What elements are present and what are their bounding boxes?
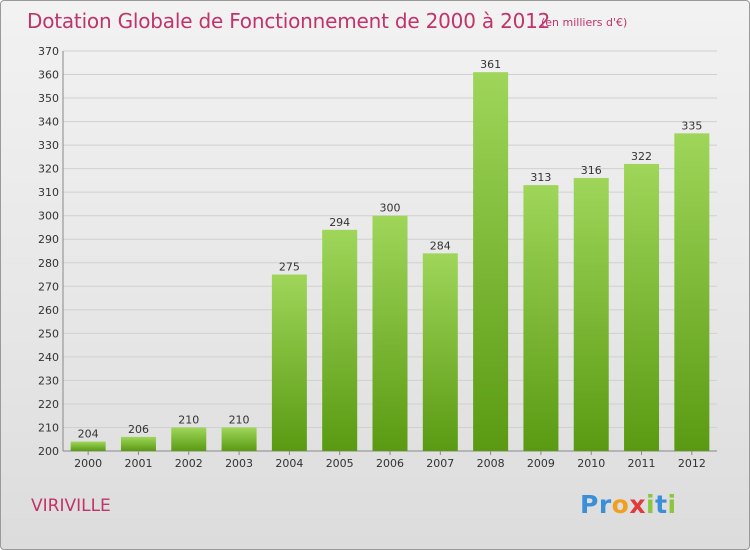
commune-name: VIRIVILLE <box>31 496 111 516</box>
logo-letter: x <box>629 490 646 519</box>
value-label-2004: 275 <box>279 261 300 274</box>
bar-2012 <box>674 133 710 451</box>
y-tick-label: 220 <box>38 398 59 411</box>
bar-2008 <box>473 72 509 452</box>
chart-unit-note: (en milliers d'€) <box>541 16 628 29</box>
y-tick-label: 310 <box>38 186 59 199</box>
y-tick-label: 340 <box>38 116 59 129</box>
y-tick-label: 210 <box>38 421 59 434</box>
x-tick-label-2008: 2008 <box>477 457 505 470</box>
x-tick-label-2006: 2006 <box>376 457 404 470</box>
chart-title: Dotation Globale de Fonctionnement de 20… <box>27 9 551 33</box>
proxiti-logo[interactable]: Proxiti <box>580 490 677 519</box>
y-tick-label: 270 <box>38 280 59 293</box>
bar-2004 <box>271 274 307 451</box>
y-tick-label: 240 <box>38 351 59 364</box>
x-tick-label-2005: 2005 <box>326 457 354 470</box>
y-tick-label: 200 <box>38 445 59 458</box>
bars <box>70 72 710 452</box>
logo-letter: r <box>598 490 612 519</box>
bar-2003 <box>221 427 257 451</box>
value-label-2007: 284 <box>430 239 451 252</box>
y-tick-label: 300 <box>38 210 59 223</box>
value-label-2006: 300 <box>380 202 401 215</box>
x-tick-label-2012: 2012 <box>678 457 706 470</box>
x-tick-label-2007: 2007 <box>426 457 454 470</box>
bar-2002 <box>171 427 207 451</box>
logo-letter: i <box>667 490 677 519</box>
y-tick-label: 360 <box>38 69 59 82</box>
logo-letter: t <box>655 490 668 519</box>
logo-letter: i <box>646 490 656 519</box>
y-tick-label: 250 <box>38 327 59 340</box>
bar-2010 <box>573 178 609 451</box>
x-tick-label-2000: 2000 <box>74 457 102 470</box>
value-label-2012: 335 <box>681 119 702 132</box>
x-tick-label-2002: 2002 <box>175 457 203 470</box>
value-label-2000: 204 <box>78 428 99 441</box>
value-label-2008: 361 <box>480 58 501 71</box>
y-tick-label: 330 <box>38 139 59 152</box>
bar-2005 <box>322 229 358 451</box>
value-label-2003: 210 <box>229 413 250 426</box>
value-label-2002: 210 <box>178 413 199 426</box>
bar-2011 <box>624 163 660 452</box>
bar-2001 <box>120 436 156 451</box>
y-tick-label: 370 <box>38 45 59 58</box>
value-label-2010: 316 <box>581 164 602 177</box>
x-tick-label-2001: 2001 <box>124 457 152 470</box>
value-label-2011: 322 <box>631 150 652 163</box>
x-tick-label-2003: 2003 <box>225 457 253 470</box>
x-tick-label-2011: 2011 <box>628 457 656 470</box>
value-label-2001: 206 <box>128 423 149 436</box>
y-tick-label: 290 <box>38 233 59 246</box>
logo-letter: P <box>580 490 599 519</box>
y-tick-label: 280 <box>38 257 59 270</box>
value-label-2005: 294 <box>329 216 350 229</box>
x-tick-label-2004: 2004 <box>275 457 303 470</box>
logo-letter: o <box>611 490 630 519</box>
x-tick-label-2009: 2009 <box>527 457 555 470</box>
bar-2009 <box>523 185 559 451</box>
x-tick-label-2010: 2010 <box>577 457 605 470</box>
value-label-2009: 313 <box>530 171 551 184</box>
bar-2007 <box>422 253 458 451</box>
y-tick-label: 350 <box>38 92 59 105</box>
y-tick-label: 260 <box>38 304 59 317</box>
y-tick-label: 320 <box>38 163 59 176</box>
y-tick-label: 230 <box>38 374 59 387</box>
bar-2000 <box>70 441 106 451</box>
bar-2006 <box>372 215 408 451</box>
labels: 200 210 220 230 240 250 260 270 280 290 300 310 320 3… <box>38 45 706 470</box>
